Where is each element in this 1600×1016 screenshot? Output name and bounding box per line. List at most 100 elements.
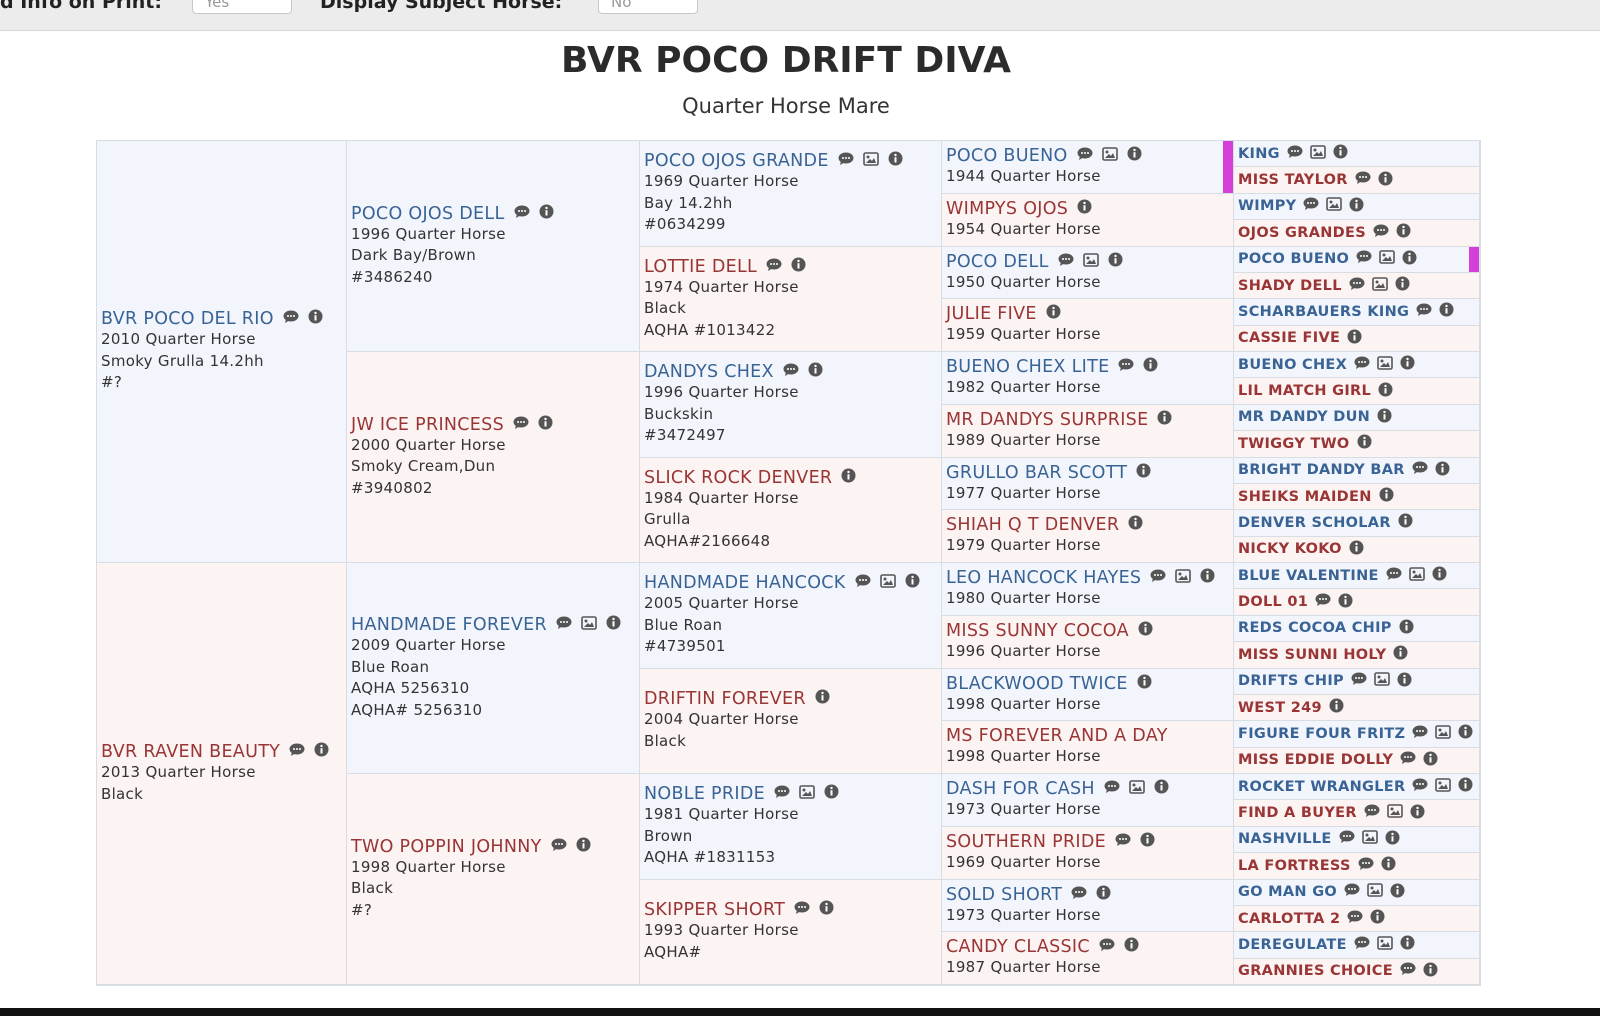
info-icon[interactable] [1347, 329, 1362, 348]
info-icon[interactable] [1400, 355, 1415, 374]
horse-name[interactable]: LA FORTRESS [1238, 857, 1351, 874]
horse-name[interactable]: NICKY KOKO [1238, 541, 1342, 558]
horse-name[interactable]: ROCKET WRANGLER [1238, 778, 1406, 795]
comment-icon[interactable] [1104, 779, 1120, 799]
image-icon[interactable] [1175, 568, 1192, 588]
horse-name[interactable]: LOTTIE DELL [644, 256, 758, 277]
info-icon[interactable] [1423, 962, 1438, 981]
info-icon[interactable] [314, 742, 329, 762]
horse-name[interactable]: CARLOTTA 2 [1238, 910, 1341, 927]
info-icon[interactable] [1398, 513, 1413, 532]
info-icon[interactable] [1333, 144, 1348, 163]
horse-name[interactable]: BUENO CHEX [1238, 356, 1348, 373]
comment-icon[interactable] [855, 573, 871, 593]
comment-icon[interactable] [1099, 937, 1115, 957]
comment-icon[interactable] [289, 742, 305, 762]
info-icon[interactable] [1458, 777, 1473, 796]
image-icon[interactable] [1435, 777, 1452, 796]
horse-name[interactable]: DRIFTS CHIP [1238, 673, 1344, 690]
image-icon[interactable] [1435, 725, 1452, 743]
comment-icon[interactable] [1400, 751, 1416, 769]
horse-name[interactable]: WIMPY [1238, 198, 1297, 215]
horse-name[interactable]: WEST 249 [1238, 699, 1322, 716]
horse-name[interactable]: DOLL 01 [1238, 594, 1309, 611]
horse-name[interactable]: SHIAH Q T DENVER [946, 515, 1120, 536]
info-icon[interactable] [1108, 252, 1123, 272]
horse-name[interactable]: JW ICE PRINCESS [351, 414, 504, 435]
image-icon[interactable] [1374, 672, 1390, 690]
horse-name[interactable]: CANDY CLASSIC [946, 937, 1090, 958]
image-icon[interactable] [1377, 355, 1393, 374]
horse-name[interactable]: CASSIE FIVE [1238, 330, 1341, 347]
image-icon[interactable] [1367, 883, 1383, 901]
info-icon[interactable] [1396, 223, 1411, 242]
info-icon[interactable] [1200, 568, 1215, 588]
info-icon[interactable] [1395, 276, 1410, 295]
info-icon[interactable] [1124, 937, 1139, 957]
info-icon[interactable] [1138, 621, 1153, 641]
horse-name[interactable]: POCO OJOS DELL [351, 203, 505, 224]
image-icon[interactable] [862, 151, 879, 171]
comment-icon[interactable] [1339, 830, 1355, 848]
info-icon[interactable] [308, 309, 323, 329]
image-icon[interactable] [1371, 276, 1388, 295]
comment-icon[interactable] [1349, 277, 1365, 295]
image-icon[interactable] [879, 573, 896, 593]
info-icon[interactable] [1096, 885, 1111, 905]
horse-name[interactable]: SOUTHERN PRIDE [946, 831, 1107, 852]
image-icon[interactable] [1326, 197, 1343, 215]
horse-name[interactable]: LEO HANCOCK HAYES [946, 568, 1142, 589]
comment-icon[interactable] [1358, 857, 1374, 875]
image-icon[interactable] [1379, 250, 1395, 268]
info-icon[interactable] [1432, 566, 1447, 585]
comment-icon[interactable] [1386, 567, 1402, 585]
info-icon[interactable] [1137, 674, 1152, 694]
info-icon[interactable] [815, 689, 830, 709]
comment-icon[interactable] [1115, 832, 1131, 852]
horse-name[interactable]: SKIPPER SHORT [644, 900, 786, 921]
horse-name[interactable]: NASHVILLE [1238, 831, 1332, 848]
info-icon[interactable] [1378, 171, 1393, 190]
horse-name[interactable]: FIGURE FOUR FRITZ [1238, 725, 1406, 742]
horse-name[interactable]: HANDMADE FOREVER [351, 615, 547, 635]
info-icon[interactable] [606, 615, 621, 635]
horse-name[interactable]: POCO OJOS GRANDE [644, 151, 829, 171]
comment-icon[interactable] [513, 415, 529, 435]
info-icon[interactable] [888, 151, 903, 171]
info-icon[interactable] [1397, 672, 1412, 691]
info-icon[interactable] [808, 362, 823, 382]
horse-name[interactable]: MR DANDY DUN [1238, 409, 1371, 426]
horse-name[interactable]: POCO BUENO [1238, 251, 1350, 268]
info-icon[interactable] [1393, 645, 1408, 664]
info-icon[interactable] [1128, 515, 1143, 535]
comment-icon[interactable] [1150, 568, 1166, 588]
horse-name[interactable]: SOLD SHORT [946, 884, 1063, 905]
comment-icon[interactable] [1354, 936, 1370, 954]
horse-name[interactable]: BVR POCO DEL RIO [101, 309, 274, 330]
info-icon[interactable] [1370, 909, 1385, 928]
horse-name[interactable]: POCO DELL [946, 251, 1049, 272]
image-icon[interactable] [1101, 146, 1118, 166]
horse-name[interactable]: GO MAN GO [1238, 884, 1338, 901]
info-icon[interactable] [824, 784, 839, 804]
horse-name[interactable]: NOBLE PRIDE [644, 784, 765, 804]
comment-icon[interactable] [766, 257, 782, 277]
horse-name[interactable]: OJOS GRANDES [1238, 224, 1366, 241]
info-icon[interactable] [819, 900, 834, 920]
comment-icon[interactable] [551, 837, 567, 857]
info-icon[interactable] [1381, 856, 1396, 875]
comment-icon[interactable] [283, 309, 299, 329]
info-icon[interactable] [1385, 830, 1400, 849]
comment-icon[interactable] [1351, 672, 1367, 690]
horse-name[interactable]: BLUE VALENTINE [1238, 567, 1379, 584]
image-icon[interactable] [1377, 936, 1393, 954]
comment-icon[interactable] [1354, 356, 1370, 374]
horse-name[interactable]: MISS EDDIE DOLLY [1238, 752, 1394, 769]
horse-name[interactable]: MISS TAYLOR [1238, 172, 1348, 189]
info-icon[interactable] [791, 257, 806, 277]
info-icon[interactable] [1423, 751, 1438, 770]
info-icon[interactable] [1157, 410, 1172, 430]
comment-icon[interactable] [1077, 146, 1093, 166]
image-icon[interactable] [1082, 252, 1099, 272]
info-icon[interactable] [1377, 408, 1392, 427]
